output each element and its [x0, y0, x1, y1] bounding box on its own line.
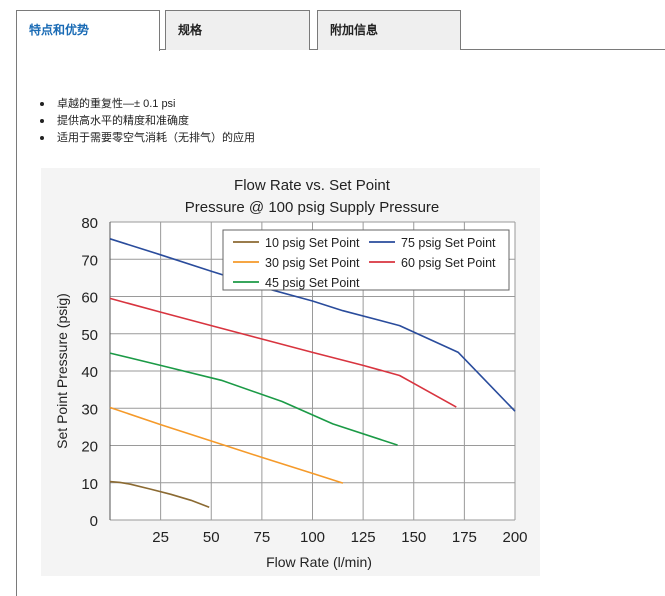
x-tick-label: 200	[502, 529, 527, 546]
y-tick-label: 80	[81, 215, 98, 232]
feature-list: 卓越的重复性—± 0.1 psi 提供高水平的精度和准确度 适用于需要零空气消耗…	[40, 96, 255, 147]
tab-features[interactable]: 特点和优势	[16, 10, 160, 51]
x-tick-label: 150	[401, 529, 426, 546]
feature-item-zero-consumption: 适用于需要零空气消耗（无排气）的应用	[40, 130, 255, 147]
y-tick-label: 20	[81, 439, 98, 456]
x-axis-label: Flow Rate (l/min)	[266, 554, 372, 570]
x-tick-label: 25	[152, 529, 169, 546]
x-tick-label: 50	[203, 529, 220, 546]
chart-svg: Flow Rate vs. Set Point Pressure @ 100 p…	[54, 177, 528, 570]
x-tick-label: 100	[300, 529, 325, 546]
series-line-60-psig	[109, 297, 457, 408]
legend-entry: 45 psig Set Point	[265, 276, 360, 290]
legend-entry: 30 psig Set Point	[265, 256, 360, 270]
series-line-30-psig	[109, 406, 344, 484]
series-line-10-psig	[109, 480, 210, 509]
y-tick-label: 60	[81, 290, 98, 307]
panel-border	[16, 50, 17, 596]
y-tick-label: 0	[90, 513, 98, 530]
legend-entry: 60 psig Set Point	[401, 256, 496, 270]
chart-title-line2: Pressure @ 100 psig Supply Pressure	[185, 199, 440, 216]
x-tick-label: 75	[254, 529, 271, 546]
x-tick-labels: 25 50 75 100 125 150 175 200	[152, 529, 527, 546]
tab-bar: 特点和优势 规格 附加信息	[0, 0, 665, 51]
series-line-75-psig	[109, 238, 516, 412]
y-tick-label: 50	[81, 327, 98, 344]
y-tick-label: 40	[81, 364, 98, 381]
y-tick-label: 10	[81, 476, 98, 493]
chart-series	[109, 238, 516, 509]
flow-rate-chart: Flow Rate vs. Set Point Pressure @ 100 p…	[41, 168, 540, 576]
legend-entry: 10 psig Set Point	[265, 236, 360, 250]
feature-item-repeatability: 卓越的重复性—± 0.1 psi	[40, 96, 255, 113]
tab-additional-info[interactable]: 附加信息	[317, 10, 461, 50]
chart-legend: 10 psig Set Point 75 psig Set Point 30 psi…	[222, 229, 510, 291]
chart-title-line1: Flow Rate vs. Set Point	[234, 177, 391, 194]
tab-specifications[interactable]: 规格	[165, 10, 310, 50]
y-tick-label: 30	[81, 401, 98, 418]
series-line-45-psig	[109, 352, 398, 446]
y-axis-label: Set Point Pressure (psig)	[54, 293, 70, 449]
legend-entry: 75 psig Set Point	[401, 236, 496, 250]
feature-item-accuracy: 提供高水平的精度和准确度	[40, 113, 255, 130]
y-tick-label: 70	[81, 252, 98, 269]
y-tick-labels: 0 10 20 30 40 50 60 70 80	[81, 215, 98, 530]
x-tick-label: 175	[452, 529, 477, 546]
legend-box	[222, 229, 510, 291]
x-tick-label: 125	[351, 529, 376, 546]
